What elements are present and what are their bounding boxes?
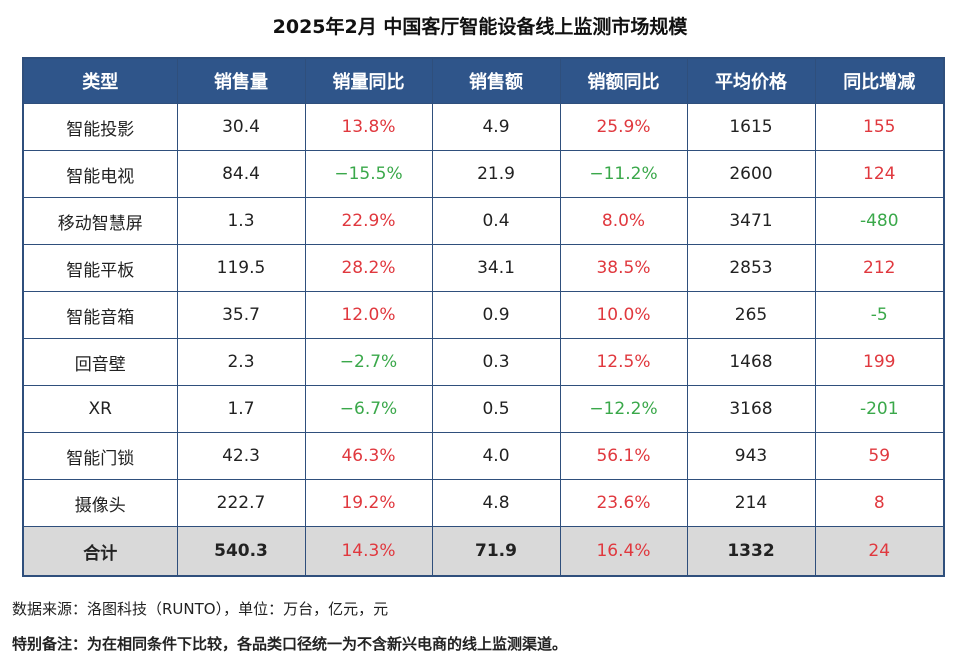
column-header-5: 平均价格 bbox=[686, 57, 816, 104]
table-row: 智能平板 119.5 28.2% 34.1 38.5% 2853 212 bbox=[22, 244, 945, 292]
value-cell: 8 bbox=[814, 479, 945, 527]
table-header: 类型 销售量 销量同比 销售额 销额同比 平均价格 同比增减 bbox=[22, 57, 945, 104]
column-header-2: 销量同比 bbox=[304, 57, 433, 104]
value-cell: 1.7 bbox=[176, 385, 306, 433]
value-cell: 1.3 bbox=[176, 197, 306, 245]
value-cell: 2600 bbox=[686, 150, 816, 198]
total-value-cell: 16.4% bbox=[559, 526, 688, 577]
value-cell: 1615 bbox=[686, 103, 816, 151]
value-cell: 155 bbox=[814, 103, 945, 151]
table-row: 智能门锁 42.3 46.3% 4.0 56.1% 943 59 bbox=[22, 432, 945, 480]
value-cell: 19.2% bbox=[304, 479, 433, 527]
value-cell: 25.9% bbox=[559, 103, 688, 151]
category-cell: 移动智慧屏 bbox=[22, 197, 178, 245]
value-cell: 119.5 bbox=[176, 244, 306, 292]
table-row: 智能电视 84.4 −15.5% 21.9 −11.2% 2600 124 bbox=[22, 150, 945, 198]
value-cell: 4.9 bbox=[431, 103, 561, 151]
market-table-container: 类型 销售量 销量同比 销售额 销额同比 平均价格 同比增减 智能投影 30.4 13.8% 4.… bbox=[22, 57, 945, 577]
value-cell: 199 bbox=[814, 338, 945, 386]
value-cell: 212 bbox=[814, 244, 945, 292]
market-table: 类型 销售量 销量同比 销售额 销额同比 平均价格 同比增减 智能投影 30.4 13.8% 4.… bbox=[22, 57, 945, 577]
category-cell: 智能门锁 bbox=[22, 432, 178, 480]
category-cell: 智能电视 bbox=[22, 150, 178, 198]
column-header-1: 销售量 bbox=[176, 57, 306, 104]
value-cell: 943 bbox=[686, 432, 816, 480]
value-cell: 59 bbox=[814, 432, 945, 480]
table-body: 智能投影 30.4 13.8% 4.9 25.9% 1615 155 智能电视 84.4 −15.… bbox=[22, 103, 945, 577]
total-label-cell: 合计 bbox=[22, 526, 178, 577]
value-cell: -5 bbox=[814, 291, 945, 339]
category-cell: 智能投影 bbox=[22, 103, 178, 151]
value-cell: 23.6% bbox=[559, 479, 688, 527]
value-cell: −12.2% bbox=[559, 385, 688, 433]
total-value-cell: 1332 bbox=[686, 526, 816, 577]
value-cell: 42.3 bbox=[176, 432, 306, 480]
header-row: 类型 销售量 销量同比 销售额 销额同比 平均价格 同比增减 bbox=[22, 57, 945, 104]
total-value-cell: 540.3 bbox=[176, 526, 306, 577]
value-cell: 8.0% bbox=[559, 197, 688, 245]
column-header-0: 类型 bbox=[22, 57, 178, 104]
category-cell: 回音壁 bbox=[22, 338, 178, 386]
table-row: 智能音箱 35.7 12.0% 0.9 10.0% 265 -5 bbox=[22, 291, 945, 339]
value-cell: 12.0% bbox=[304, 291, 433, 339]
special-remark-note: 特别备注：为在相同条件下比较，各品类口径统一为不含新兴电商的线上监测渠道。 bbox=[12, 635, 568, 653]
table-row: 智能投影 30.4 13.8% 4.9 25.9% 1615 155 bbox=[22, 103, 945, 151]
category-cell: 智能平板 bbox=[22, 244, 178, 292]
value-cell: −11.2% bbox=[559, 150, 688, 198]
total-row: 合计 540.3 14.3% 71.9 16.4% 1332 24 bbox=[22, 526, 945, 577]
value-cell: 34.1 bbox=[431, 244, 561, 292]
value-cell: 0.3 bbox=[431, 338, 561, 386]
value-cell: 84.4 bbox=[176, 150, 306, 198]
category-cell: 智能音箱 bbox=[22, 291, 178, 339]
value-cell: 2853 bbox=[686, 244, 816, 292]
total-value-cell: 71.9 bbox=[431, 526, 561, 577]
table-row: 回音壁 2.3 −2.7% 0.3 12.5% 1468 199 bbox=[22, 338, 945, 386]
total-value-cell: 24 bbox=[814, 526, 945, 577]
value-cell: 214 bbox=[686, 479, 816, 527]
table-row: 摄像头 222.7 19.2% 4.8 23.6% 214 8 bbox=[22, 479, 945, 527]
table-row: 移动智慧屏 1.3 22.9% 0.4 8.0% 3471 -480 bbox=[22, 197, 945, 245]
value-cell: −6.7% bbox=[304, 385, 433, 433]
value-cell: 4.8 bbox=[431, 479, 561, 527]
value-cell: 10.0% bbox=[559, 291, 688, 339]
total-value-cell: 14.3% bbox=[304, 526, 433, 577]
column-header-6: 同比增减 bbox=[814, 57, 945, 104]
chart-title: 2025年2月 中国客厅智能设备线上监测市场规模 bbox=[272, 16, 688, 38]
table-row: XR 1.7 −6.7% 0.5 −12.2% 3168 -201 bbox=[22, 385, 945, 433]
value-cell: −15.5% bbox=[304, 150, 433, 198]
value-cell: 56.1% bbox=[559, 432, 688, 480]
data-source-note: 数据来源：洛图科技（RUNTO），单位：万台，亿元，元 bbox=[12, 600, 389, 618]
value-cell: 0.5 bbox=[431, 385, 561, 433]
value-cell: 22.9% bbox=[304, 197, 433, 245]
value-cell: 124 bbox=[814, 150, 945, 198]
value-cell: -201 bbox=[814, 385, 945, 433]
value-cell: 2.3 bbox=[176, 338, 306, 386]
value-cell: 46.3% bbox=[304, 432, 433, 480]
value-cell: 3471 bbox=[686, 197, 816, 245]
column-header-3: 销售额 bbox=[431, 57, 561, 104]
value-cell: 12.5% bbox=[559, 338, 688, 386]
value-cell: 30.4 bbox=[176, 103, 306, 151]
value-cell: 13.8% bbox=[304, 103, 433, 151]
value-cell: 35.7 bbox=[176, 291, 306, 339]
value-cell: 265 bbox=[686, 291, 816, 339]
column-header-4: 销额同比 bbox=[559, 57, 688, 104]
value-cell: 0.4 bbox=[431, 197, 561, 245]
value-cell: 1468 bbox=[686, 338, 816, 386]
value-cell: 0.9 bbox=[431, 291, 561, 339]
value-cell: 222.7 bbox=[176, 479, 306, 527]
value-cell: 3168 bbox=[686, 385, 816, 433]
value-cell: 28.2% bbox=[304, 244, 433, 292]
category-cell: XR bbox=[22, 385, 178, 433]
value-cell: 21.9 bbox=[431, 150, 561, 198]
value-cell: 38.5% bbox=[559, 244, 688, 292]
value-cell: 4.0 bbox=[431, 432, 561, 480]
category-cell: 摄像头 bbox=[22, 479, 178, 527]
value-cell: -480 bbox=[814, 197, 945, 245]
value-cell: −2.7% bbox=[304, 338, 433, 386]
